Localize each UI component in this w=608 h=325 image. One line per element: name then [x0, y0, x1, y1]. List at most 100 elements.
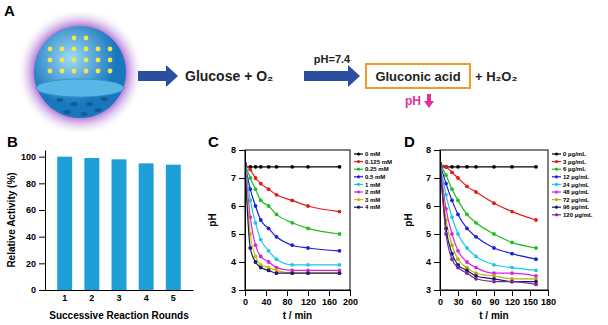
tick-label: 3 — [231, 285, 236, 295]
product-box — [366, 64, 470, 88]
pore — [64, 110, 71, 114]
legend-marker — [357, 175, 360, 178]
legend-label: 0 mM — [365, 151, 380, 157]
legend-marker — [555, 190, 558, 193]
panel-label: B — [7, 133, 18, 150]
legend-item: 3 µg/mL — [552, 159, 586, 165]
series — [440, 165, 538, 169]
point — [248, 246, 252, 250]
legend-item: 24 µg/mL — [552, 182, 589, 188]
point — [290, 165, 294, 169]
point — [259, 182, 263, 186]
y-axis: 020406080100 — [21, 151, 46, 296]
tick-label: 30 — [453, 297, 463, 307]
sphere-glow — [18, 10, 142, 134]
point — [492, 201, 496, 205]
particle — [84, 58, 89, 63]
point — [444, 232, 448, 236]
tick-label: 90 — [489, 297, 499, 307]
point — [450, 257, 454, 261]
point — [444, 165, 448, 169]
particle — [72, 69, 77, 74]
tick-label: 5 — [231, 229, 236, 239]
point — [456, 249, 460, 253]
point — [492, 263, 496, 267]
axis-line — [46, 290, 194, 291]
legend-item: 2 mM — [354, 189, 380, 195]
particle — [96, 69, 101, 74]
point — [254, 165, 258, 169]
sphere-dots — [48, 36, 113, 74]
plot-frame — [245, 150, 350, 290]
tick: 8 — [231, 145, 245, 155]
particle — [60, 69, 65, 74]
legend-marker — [555, 175, 558, 178]
particle — [72, 58, 77, 63]
line-chart: 04080120160200345678Ct / minpH0 mM0.125 … — [207, 133, 392, 321]
tick-mark — [434, 150, 440, 151]
tick: 2 — [89, 290, 94, 303]
legend-label: 0.125 mM — [365, 159, 392, 165]
x-axis: 0306090120150180 — [438, 290, 556, 307]
point — [510, 165, 514, 169]
x-axis-title: t / min — [479, 310, 508, 321]
tick: 5 — [231, 229, 245, 239]
panel-label: C — [208, 133, 219, 150]
point — [290, 271, 294, 275]
point — [306, 165, 310, 169]
point — [338, 263, 342, 267]
point — [456, 257, 460, 261]
point — [534, 218, 538, 222]
point — [450, 187, 454, 191]
pore — [57, 98, 64, 102]
point — [510, 252, 514, 256]
tick: 180 — [541, 290, 556, 307]
legend-marker — [555, 168, 558, 171]
bars — [57, 157, 181, 290]
point — [248, 168, 252, 172]
particle — [96, 47, 101, 52]
tick-mark — [350, 290, 351, 296]
point — [259, 218, 263, 222]
x-axis-title: t / min — [283, 310, 312, 321]
point — [306, 246, 310, 250]
series — [245, 162, 341, 275]
line — [245, 164, 340, 270]
tick-mark — [308, 290, 309, 296]
legend-item: 0.5 mM — [354, 174, 385, 180]
tick-label: 4 — [144, 293, 149, 303]
tick-mark — [239, 206, 245, 207]
tick-label: 120 — [301, 297, 316, 307]
legend-marker — [357, 152, 360, 155]
bar — [84, 158, 99, 290]
tick-label: 6 — [231, 201, 236, 211]
bar — [139, 163, 154, 290]
point — [259, 199, 263, 203]
particle — [108, 47, 113, 52]
point — [450, 215, 454, 219]
tick-mark — [434, 206, 440, 207]
tick: 3 — [426, 285, 440, 295]
point — [510, 266, 514, 270]
point — [254, 255, 258, 259]
tick-mark — [434, 290, 440, 291]
tick-label: 3 — [426, 285, 431, 295]
tick-mark — [239, 290, 245, 291]
tick-label: 4 — [426, 257, 431, 267]
point — [306, 204, 310, 208]
reactants: Glucose + O₂ — [185, 68, 273, 84]
line — [245, 164, 340, 234]
axis-line — [246, 290, 351, 291]
pore — [71, 102, 78, 106]
legend-label: 0 µg/mL — [563, 151, 586, 157]
point — [267, 165, 271, 169]
point — [338, 232, 342, 236]
legend-item: 120 µg/mL — [552, 212, 593, 218]
legend: 0 mM0.125 mM0.25 mM0.5 mM1 mM2 mM3 mM4 m… — [354, 151, 392, 210]
axis-line — [440, 151, 441, 291]
point — [474, 165, 478, 169]
tick-label: 0 — [243, 297, 248, 307]
legend-marker — [357, 190, 360, 193]
pore — [95, 108, 102, 112]
point — [474, 221, 478, 225]
